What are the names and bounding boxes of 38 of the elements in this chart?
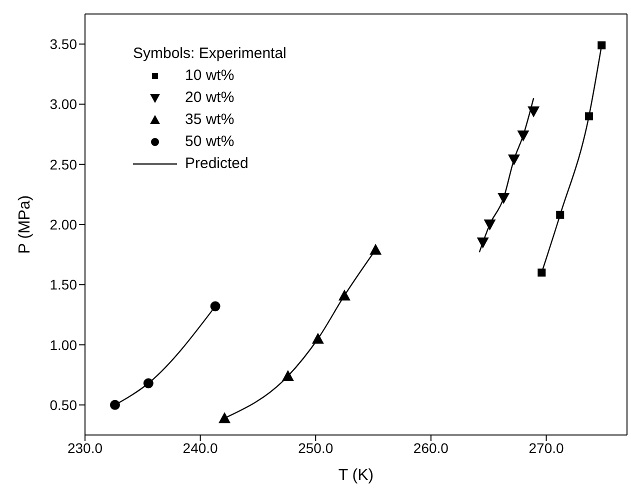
point xyxy=(110,400,120,410)
point xyxy=(476,238,489,249)
legend-label: Predicted xyxy=(185,154,248,174)
point xyxy=(528,106,540,118)
point xyxy=(508,154,520,166)
point xyxy=(484,220,496,230)
legend-label: 20 wt% xyxy=(185,88,234,108)
x-tick-label: 270.0 xyxy=(528,440,564,456)
y-tick-label: 3.50 xyxy=(50,36,78,52)
y-tick-label: 1.00 xyxy=(50,336,78,353)
point xyxy=(218,412,231,424)
y-tick-label: 2.00 xyxy=(50,216,78,232)
y-tick-label: 0.50 xyxy=(50,396,78,413)
point xyxy=(498,193,510,204)
x-axis-title: T (K) xyxy=(338,467,374,484)
x-tick-label: 250.0 xyxy=(298,440,334,456)
point xyxy=(538,268,546,277)
y-tick-label: 1.50 xyxy=(50,276,78,293)
point xyxy=(598,41,606,50)
point xyxy=(584,112,593,120)
x-tick-label: 240.0 xyxy=(182,440,218,456)
x-tick-label: 230.0 xyxy=(67,440,103,456)
point xyxy=(517,130,530,142)
legend-title: Symbols: Experimental xyxy=(133,44,286,64)
x-tick-label: 260.0 xyxy=(413,440,449,456)
point xyxy=(370,244,382,255)
legend-label: 35 wt% xyxy=(185,110,234,130)
legend-label: 50 wt% xyxy=(185,132,234,152)
y-axis-title: P (MPa) xyxy=(16,195,34,254)
point xyxy=(143,378,154,388)
legend-label: 10 wt% xyxy=(185,66,234,86)
y-tick-label: 2.50 xyxy=(50,156,78,172)
y-tick-label: 3.00 xyxy=(50,96,78,112)
point xyxy=(338,289,350,300)
point xyxy=(282,370,294,382)
point xyxy=(210,301,220,312)
point xyxy=(556,210,564,219)
point xyxy=(312,332,324,344)
